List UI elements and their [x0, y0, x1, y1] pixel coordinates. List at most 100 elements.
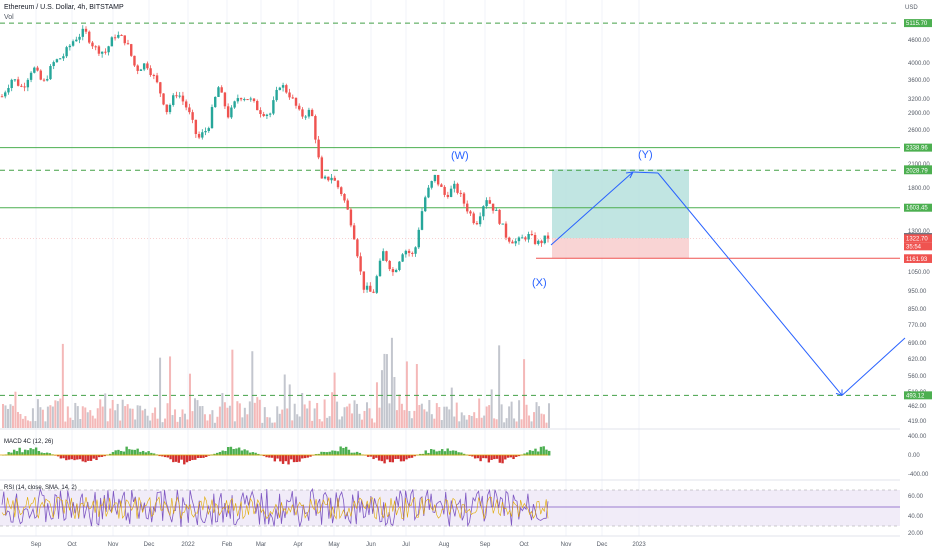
time-tick-label: Jul [402, 542, 410, 548]
volume-bar [81, 406, 84, 428]
macd-bar [386, 455, 389, 460]
volume-bar [236, 401, 239, 428]
projection-segment [550, 171, 634, 246]
candle-body [530, 234, 534, 236]
macd-bar [350, 452, 353, 456]
macd-bar [194, 455, 197, 460]
volume-bar [380, 370, 383, 428]
volume-bar [535, 402, 538, 428]
volume-bar [241, 417, 244, 428]
macd-bar [383, 455, 386, 464]
candle-body [10, 79, 13, 89]
macd-bar [323, 451, 326, 456]
volume-bar [186, 419, 189, 428]
candle-body [29, 72, 33, 80]
macd-bar [427, 452, 430, 456]
macd-bar [331, 450, 334, 456]
volume-bar [423, 409, 426, 428]
volume-bar [44, 421, 47, 428]
volume-bar [470, 415, 473, 428]
candle-body [226, 106, 230, 118]
volume-bar [89, 410, 92, 428]
macd-tick-label: 0.00 [908, 453, 920, 459]
volume-bar [400, 403, 403, 428]
volume-bar [520, 419, 523, 428]
volume-bar [213, 422, 216, 428]
macd-bar [205, 455, 208, 457]
macd-bar [320, 451, 323, 456]
macd-bar [460, 452, 463, 456]
macd-label[interactable]: MACD 4C (12, 26) [4, 439, 54, 445]
volume-bar [243, 407, 246, 428]
candle-body [320, 157, 324, 179]
macd-bar [473, 455, 477, 459]
volume-bar [79, 418, 82, 428]
macd-bar [495, 455, 499, 459]
volume-bar [228, 405, 231, 428]
macd-bar [284, 455, 288, 462]
horizontal-levels[interactable] [0, 22, 900, 396]
candle-body [52, 62, 55, 67]
rsi-label[interactable]: RSI (14, close, SMA, 14, 2) [4, 485, 77, 491]
macd-bar [34, 447, 38, 456]
macd-bar [528, 450, 532, 456]
candle-body [443, 186, 446, 195]
candle-body [304, 116, 307, 118]
candle-body [13, 79, 17, 81]
volume-bar [283, 374, 286, 428]
time-tick-label: Dec [144, 542, 155, 548]
time-tick-label: Sep [480, 542, 491, 548]
volume-bar [463, 415, 466, 428]
candle-body [120, 34, 123, 36]
candle-body [294, 97, 298, 106]
volume-bar [341, 416, 344, 428]
volume-bar [41, 409, 44, 428]
macd-bar [333, 450, 337, 456]
projection-segment [841, 337, 906, 396]
price-tick-label: 2900.00 [908, 111, 930, 117]
time-axis[interactable]: Sep Oct Nov Dec 2022 Feb Mar Apr May Jun Jul Aug Sep… [0, 535, 900, 548]
candle-body [184, 101, 188, 108]
projection-path[interactable] [550, 171, 906, 396]
candle-body [488, 200, 492, 204]
macd-bar [136, 448, 139, 456]
macd-bar [523, 453, 526, 456]
macd-bar [372, 455, 375, 460]
macd-bar [81, 455, 84, 462]
macd-bar [224, 450, 227, 456]
macd-bar [183, 455, 186, 465]
candle-body [49, 66, 52, 80]
candle-body [369, 285, 372, 292]
volume-bar [455, 402, 458, 428]
volume-bar [258, 399, 261, 428]
price-tag-label: 2028.79 [906, 168, 928, 174]
candle-body [527, 234, 530, 240]
price-axis[interactable]: 4600.00 4000.00 3600.00 3200.00 2900.00 2600.… [908, 38, 930, 425]
macd-bar [218, 451, 222, 456]
countdown-tag-label: 35:54 [906, 244, 922, 250]
macd-bar [336, 451, 340, 456]
time-tick-label: May [328, 542, 339, 548]
countdown-tag-bg [904, 242, 932, 251]
candle-body [404, 250, 408, 255]
candle-body [424, 197, 427, 212]
long-position-tool[interactable] [552, 169, 689, 259]
volume-bar [358, 413, 361, 428]
volume-bar [385, 354, 388, 428]
macd-bar [70, 455, 73, 460]
volume-bar [271, 422, 274, 428]
symbol-title[interactable]: Ethereum / U.S. Dollar, 4h, BITSTAMP [4, 4, 124, 11]
macd-bar [114, 450, 117, 456]
macd-bar [243, 449, 246, 456]
candle-body [71, 41, 75, 46]
candle-body [436, 174, 440, 185]
volume-bar [54, 400, 57, 428]
volume-bar [4, 405, 7, 428]
macd-bar [87, 455, 90, 461]
candle-body [349, 209, 353, 226]
volume-bar [184, 413, 186, 428]
macd-bar [95, 455, 98, 461]
macd-bar [301, 455, 304, 459]
macd-bar [169, 455, 172, 460]
